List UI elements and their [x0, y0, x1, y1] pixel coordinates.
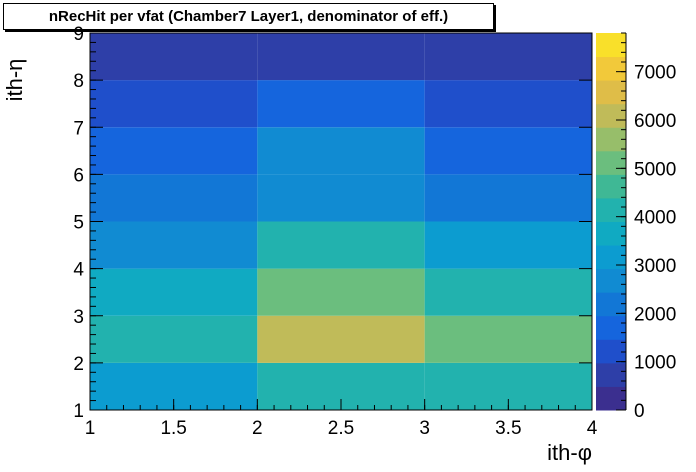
heatmap-cell — [257, 221, 425, 269]
colorbar-tick-label: 1000 — [634, 353, 676, 374]
colorbar-segment — [596, 197, 626, 222]
colorbar-segment — [596, 103, 626, 128]
y-tick-label: 5 — [73, 213, 84, 234]
heatmap-cell — [424, 315, 592, 363]
y-tick-label: 3 — [73, 307, 84, 328]
heatmap-cell — [424, 127, 592, 175]
y-tick-label: 1 — [73, 401, 84, 422]
colorbar-segment — [596, 386, 626, 411]
y-tick-label: 7 — [73, 118, 84, 139]
heatmap-cell — [90, 80, 258, 128]
colorbar-segment — [596, 362, 626, 387]
y-tick-label: 9 — [73, 24, 84, 45]
heatmap-cell — [257, 80, 425, 128]
x-tick-label: 2 — [252, 418, 263, 439]
y-tick-label: 4 — [73, 260, 84, 281]
colorbar-segment — [596, 33, 626, 58]
x-tick-label: 3.5 — [495, 418, 521, 439]
y-axis-label: ith-η — [2, 59, 27, 102]
heatmap-cell — [257, 33, 425, 81]
color-scale-bar: 0 1000 2000 3000 4000 5000 6000 7000 — [596, 32, 676, 422]
x-tick-label: 3 — [419, 418, 430, 439]
colorbar-segment — [596, 315, 626, 340]
heatmap-cell — [257, 127, 425, 175]
x-axis-ticks: 1 1.5 2 2.5 3 3.5 4 — [85, 399, 598, 439]
y-axis-ticks: 1 2 3 4 5 6 7 8 9 — [73, 24, 592, 422]
x-tick-label: 2.5 — [328, 418, 354, 439]
x-tick-label: 4 — [587, 418, 598, 439]
colorbar-segment — [596, 268, 626, 293]
y-tick-label: 2 — [73, 354, 84, 375]
colorbar-segment — [596, 339, 626, 364]
heatmap-cell — [424, 174, 592, 222]
heatmap-cell — [90, 221, 258, 269]
colorbar-segment — [596, 150, 626, 175]
x-tick-label: 1 — [85, 418, 96, 439]
heatmap-cell — [257, 268, 425, 316]
heatmap-cell — [90, 268, 258, 316]
heatmap-cell — [424, 221, 592, 269]
chart-title: nRecHit per vfat (Chamber7 Layer1, denom… — [3, 3, 494, 30]
colorbar-segment — [596, 56, 626, 81]
colorbar-tick-label: 6000 — [634, 111, 676, 132]
heatmap-cell — [257, 315, 425, 363]
y-tick-label: 6 — [73, 165, 84, 186]
heatmap-cell — [90, 33, 258, 81]
x-tick-label: 1.5 — [160, 418, 186, 439]
heatmap-cell — [424, 268, 592, 316]
colorbar-tick-label: 3000 — [634, 256, 676, 277]
colorbar-tick-label: 0 — [634, 401, 645, 422]
colorbar-segment — [596, 245, 626, 270]
x-axis-label: ith-φ — [547, 440, 592, 465]
heatmap-cell — [90, 127, 258, 175]
colorbar-tick-label: 7000 — [634, 63, 676, 84]
colorbar-tick-label: 4000 — [634, 208, 676, 229]
heatmap-cell — [257, 174, 425, 222]
colorbar-tick-label: 5000 — [634, 159, 676, 180]
heatmap-cell — [90, 174, 258, 222]
heatmap-cell — [90, 315, 258, 363]
colorbar-segment — [596, 292, 626, 317]
colorbar-segment — [596, 221, 626, 246]
colorbar-tick-label: 2000 — [634, 304, 676, 325]
heatmap-cell — [424, 80, 592, 128]
heatmap-cell — [424, 33, 592, 81]
y-tick-label: 8 — [73, 71, 84, 92]
heatmap-cells — [90, 33, 592, 410]
